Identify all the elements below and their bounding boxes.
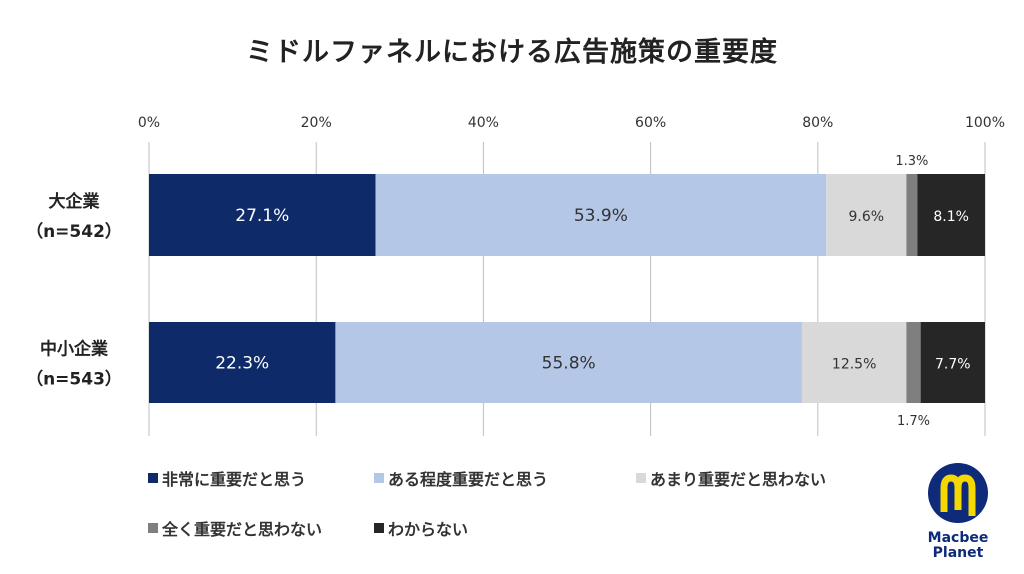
- data-label: 8.1%: [933, 209, 969, 225]
- x-tick-label: 100%: [965, 115, 1005, 131]
- legend-label: わからない: [388, 520, 469, 539]
- chart-title: ミドルファネルにおける広告施策の重要度: [246, 37, 778, 68]
- legend-item: 全く重要だと思わない: [148, 516, 322, 540]
- category-label: 大企業: [49, 191, 100, 212]
- category-label: （n=542）: [26, 221, 122, 242]
- data-label: 27.1%: [235, 206, 289, 226]
- data-label: 55.8%: [542, 354, 596, 374]
- data-label: 12.5%: [832, 357, 876, 373]
- category-label: 中小企業: [40, 339, 108, 360]
- category-label: （n=543）: [26, 369, 122, 390]
- x-tick-label: 20%: [301, 115, 332, 131]
- legend-label: 非常に重要だと思う: [162, 470, 307, 489]
- macbee-planet-logo: Macbee Planet: [918, 460, 998, 561]
- data-label: 53.9%: [574, 206, 628, 226]
- bar-segment: [906, 322, 921, 403]
- bar-segment: [801, 322, 907, 403]
- legend-item: 非常に重要だと思う: [148, 466, 306, 490]
- legend-swatch: [636, 473, 646, 483]
- bar-segment: [149, 174, 376, 256]
- legend-item: ある程度重要だと思う: [374, 466, 548, 490]
- x-tick-label: 60%: [635, 115, 666, 131]
- legend-swatch: [374, 523, 384, 533]
- legend-item: あまり重要だと思わない: [636, 466, 826, 490]
- legend-label: ある程度重要だと思う: [388, 470, 549, 489]
- x-tick-label: 80%: [802, 115, 833, 131]
- bar-segment: [149, 322, 336, 403]
- legend-label: あまり重要だと思わない: [650, 470, 827, 489]
- data-label: 9.6%: [848, 209, 884, 225]
- x-tick-label: 0%: [138, 115, 160, 131]
- x-tick-label: 40%: [468, 115, 499, 131]
- logo-text-line1: Macbee: [928, 530, 989, 546]
- legend-item: わからない: [374, 516, 468, 540]
- data-label: 1.7%: [897, 414, 930, 429]
- legend-swatch: [148, 523, 158, 533]
- logo-mark-icon: Macbee Planet: [928, 463, 989, 561]
- bar-segment: [920, 322, 985, 403]
- data-label: 1.3%: [895, 154, 928, 169]
- bar-segment: [917, 174, 985, 256]
- legend-label: 全く重要だと思わない: [162, 520, 323, 539]
- data-label: 22.3%: [215, 354, 269, 374]
- bar-segment: [335, 322, 802, 403]
- bar-segment: [906, 174, 918, 256]
- logo-text-line2: Planet: [933, 545, 984, 560]
- bar-segment: [826, 174, 907, 256]
- legend-swatch: [148, 473, 158, 483]
- data-label: 7.7%: [935, 357, 971, 373]
- bar-segment: [375, 174, 827, 256]
- legend-swatch: [374, 473, 384, 483]
